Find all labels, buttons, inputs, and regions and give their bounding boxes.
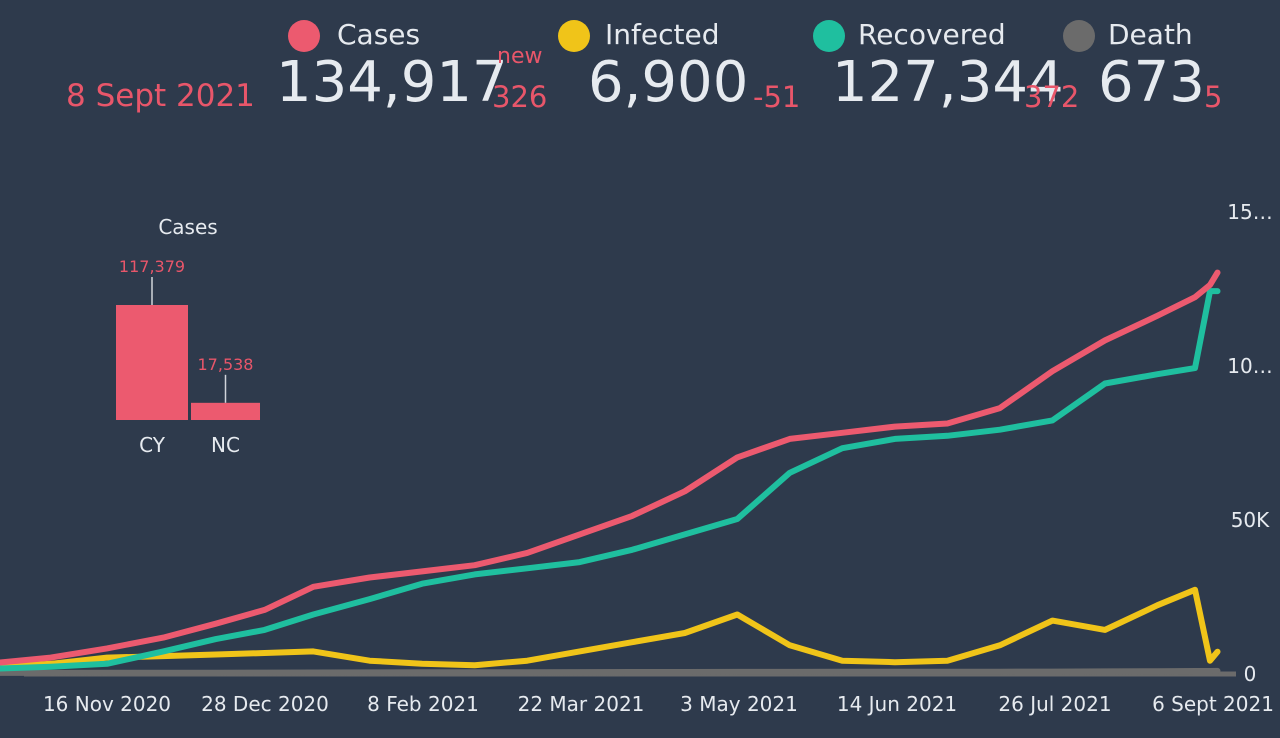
x-tick-label: 8 Feb 2021 [367,692,479,716]
x-tick-label: 3 May 2021 [680,692,798,716]
bar-nc [191,402,260,420]
recovered-total: 127,344 [832,50,1064,115]
y-tick-label: 15… [1227,200,1272,224]
bar-category-label: CY [139,433,166,457]
legend-label-cases: Cases [337,18,421,51]
legend-dot-recovered [813,20,845,52]
bar-category-label: NC [211,433,240,457]
series-line-cases [0,269,1221,666]
x-tick-label: 22 Mar 2021 [518,692,645,716]
date-label: 8 Sept 2021 [66,78,255,114]
legend-label-infected: Infected [605,18,720,51]
x-tick-label: 16 Nov 2020 [43,692,171,716]
series-line-infected [0,586,1221,670]
series-line-death [0,667,1221,676]
bar-value-label: 117,379 [119,257,185,276]
legend-dot-cases [288,20,320,52]
x-tick-label: 14 Jun 2021 [837,692,957,716]
legend-dot-infected [558,20,590,52]
series-line-recovered [0,288,1221,672]
bar-cy [116,305,188,420]
infected-delta: -51 [753,80,801,114]
legend-label-recovered: Recovered [858,18,1006,51]
x-tick-label: 26 Jul 2021 [998,692,1111,716]
y-tick-label: 50K [1231,508,1270,532]
bar-value-label: 17,538 [198,355,254,374]
death-delta: 5 [1204,80,1223,114]
y-tick-label: 0 [1244,662,1257,686]
y-tick-label: 10… [1227,354,1272,378]
legend-dot-death [1063,20,1095,52]
cases-delta: 326 [492,80,548,114]
infected-total: 6,900 [588,50,749,115]
cases-total: 134,917 [276,50,508,115]
recovered-delta: 372 [1024,80,1080,114]
x-tick-label: 28 Dec 2020 [201,692,329,716]
legend-label-death: Death [1108,18,1193,51]
bar-chart-title: Cases [158,215,217,239]
new-label: new [497,44,543,69]
x-tick-label: 6 Sept 2021 [1152,692,1274,716]
death-total: 673 [1098,50,1205,115]
